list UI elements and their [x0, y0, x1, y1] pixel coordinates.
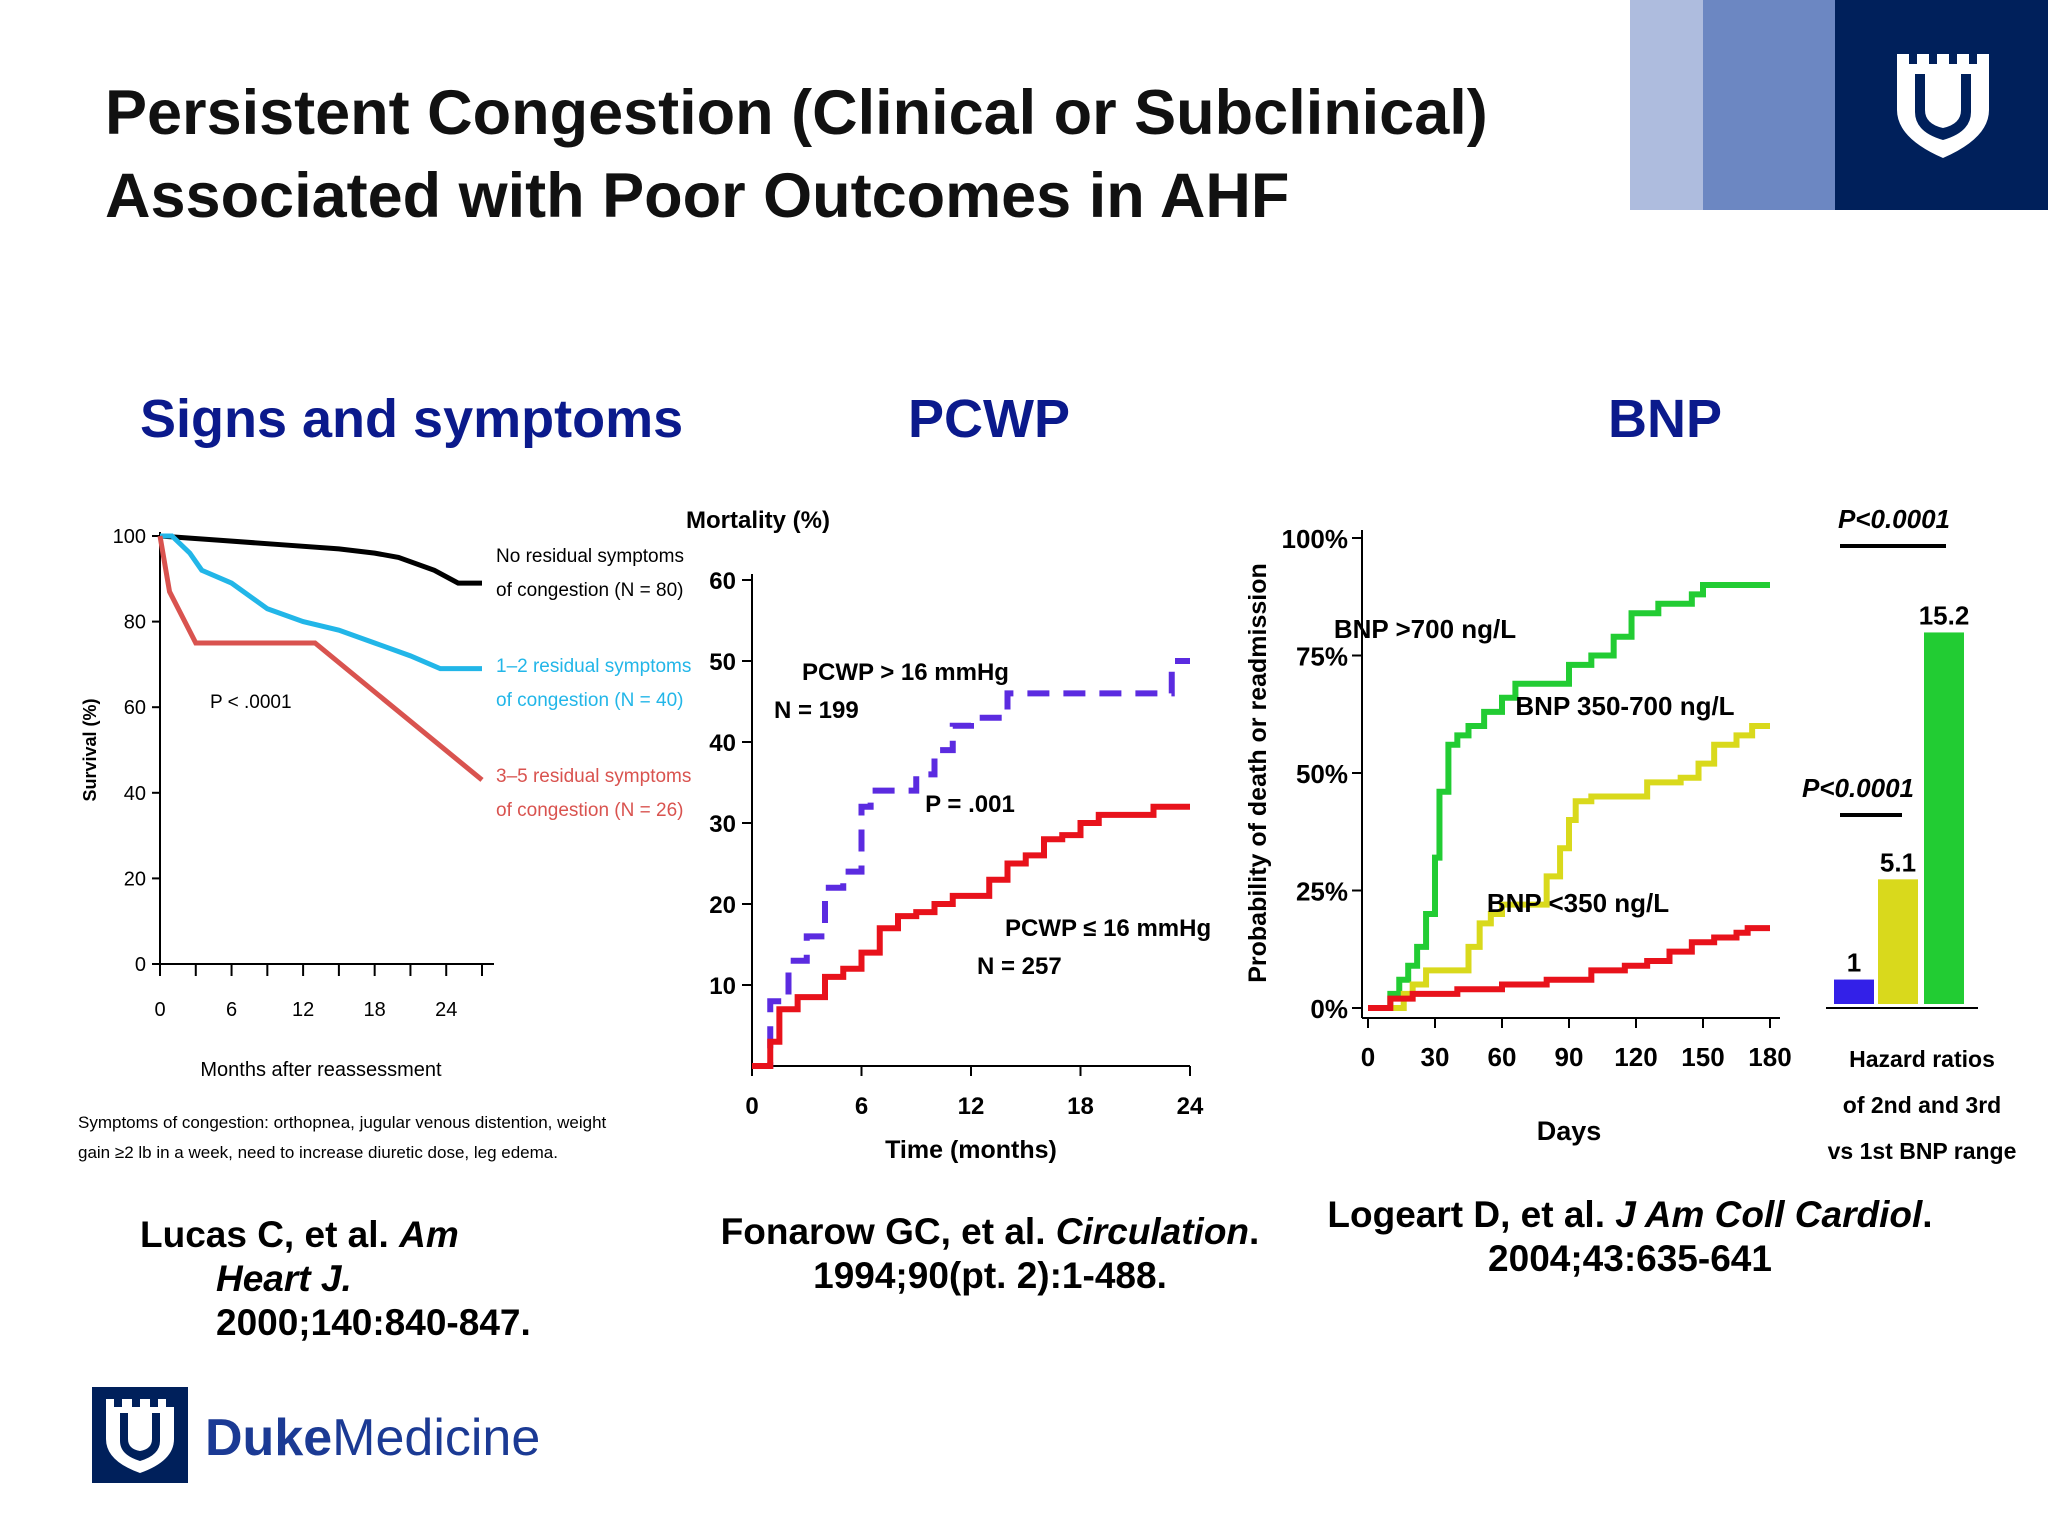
- x-tick-label: 0: [1361, 1042, 1375, 1072]
- y-axis-label: Mortality (%): [686, 507, 830, 534]
- series-label: of congestion (N = 80): [496, 580, 683, 601]
- y-tick-label: 40: [124, 783, 146, 805]
- series-line-3: [157, 535, 484, 782]
- y-tick-label: 75%: [1296, 642, 1348, 672]
- slide-title: Persistent Congestion (Clinical or Subcl…: [105, 72, 1645, 238]
- footnote-line: Symptoms of congestion: orthopnea, jugul…: [78, 1113, 607, 1132]
- series-label: N = 199: [774, 697, 859, 724]
- bnp-outcome-chart: Probability of death or readmission 0% 25%…: [1244, 504, 2017, 1164]
- brand-name: DukeMedicine: [205, 1409, 541, 1467]
- p-value-label: P<0.0001: [1802, 773, 1914, 803]
- x-tick-label: 90: [1555, 1042, 1584, 1072]
- y-tick-label: 50: [709, 649, 736, 676]
- section-header-bnp: BNP: [1608, 389, 1723, 449]
- pcwp-mortality-chart: Mortality (%) 10 20 30 40 50 60 0 6 12 18 24 Time (m…: [686, 507, 1211, 1164]
- header-stripe-light: [1630, 0, 1703, 210]
- series-label: BNP 350-700 ng/L: [1515, 691, 1734, 721]
- duke-shield-icon: [1897, 54, 1989, 158]
- hazard-bar-2nd: [1878, 879, 1918, 1004]
- y-axis-label: Survival (%): [80, 698, 100, 801]
- citation-fonarow: Fonarow GC, et al. Circulation. 1994;90(…: [720, 1211, 1260, 1296]
- citation-lucas: Lucas C, et al. Am Heart J. 2000;140:840…: [140, 1214, 531, 1343]
- y-tick-label: 50%: [1296, 759, 1348, 789]
- hazard-value-label: 15.2: [1919, 600, 1970, 630]
- p-value-label: P<0.0001: [1838, 504, 1950, 534]
- y-tick-label: 0%: [1310, 994, 1348, 1024]
- x-axis-label: Days: [1537, 1116, 1602, 1146]
- x-axis-label: Months after reassessment: [200, 1059, 442, 1081]
- series-line-2: [160, 533, 482, 672]
- series-line-1: [159, 533, 482, 586]
- hazard-caption-line: Hazard ratios: [1849, 1046, 1995, 1072]
- y-tick-label: 100: [113, 526, 146, 548]
- survival-chart: 0 20 40 60 80 100 0 6 12 18 24 Months after reasses…: [78, 526, 691, 1162]
- x-tick-label: 18: [364, 999, 386, 1021]
- x-tick-label: 150: [1681, 1042, 1724, 1072]
- section-header-signs: Signs and symptoms: [140, 389, 684, 449]
- x-axis-label: Time (months): [885, 1136, 1057, 1164]
- hazard-value-label: 1: [1847, 948, 1861, 978]
- series-line-1: [752, 658, 1190, 1069]
- hazard-bar-1st: [1834, 979, 1874, 1004]
- x-tick-label: 0: [745, 1093, 758, 1120]
- x-tick-label: 60: [1488, 1042, 1517, 1072]
- series-label: 3–5 residual symptoms: [496, 766, 691, 787]
- series-label: of congestion (N = 40): [496, 690, 683, 711]
- series-label: N = 257: [977, 953, 1062, 980]
- y-tick-label: 40: [709, 730, 736, 757]
- x-tick-label: 24: [1177, 1093, 1204, 1120]
- footnote-line: gain ≥2 lb in a week, need to increase d…: [78, 1143, 558, 1162]
- p-value-annotation: P < .0001: [210, 692, 292, 713]
- x-tick-label: 6: [226, 999, 237, 1021]
- header-stripe-mid: [1703, 0, 1835, 210]
- y-tick-label: 25%: [1296, 877, 1348, 907]
- x-tick-label: 6: [855, 1093, 868, 1120]
- x-tick-label: 0: [154, 999, 165, 1021]
- x-tick-label: 18: [1067, 1093, 1094, 1120]
- series-line-2: [752, 803, 1190, 1069]
- series-label: 1–2 residual symptoms: [496, 656, 691, 677]
- x-tick-label: 12: [958, 1093, 985, 1120]
- y-tick-label: 0: [135, 954, 146, 976]
- title-line-2: Associated with Poor Outcomes in AHF: [105, 161, 1290, 231]
- y-tick-label: 100%: [1282, 524, 1349, 554]
- x-tick-label: 120: [1614, 1042, 1657, 1072]
- y-tick-label: 80: [124, 612, 146, 634]
- hazard-value-label: 5.1: [1880, 847, 1916, 877]
- series-label: No residual symptoms: [496, 546, 684, 567]
- citation-logeart: Logeart D, et al. J Am Coll Cardiol. 200…: [1327, 1194, 1933, 1279]
- y-tick-label: 30: [709, 811, 736, 838]
- section-header-pcwp: PCWP: [908, 389, 1070, 449]
- series-line-3: [1368, 925, 1770, 1011]
- title-line-1: Persistent Congestion (Clinical or Subcl…: [105, 78, 1488, 148]
- x-tick-label: 30: [1421, 1042, 1450, 1072]
- series-label: BNP <350 ng/L: [1487, 888, 1669, 918]
- hazard-bar-3rd: [1924, 632, 1964, 1004]
- series-label: of congestion (N = 26): [496, 800, 683, 821]
- x-tick-label: 12: [292, 999, 314, 1021]
- y-tick-label: 60: [124, 697, 146, 719]
- series-label: BNP >700 ng/L: [1334, 614, 1516, 644]
- y-tick-label: 10: [709, 973, 736, 1000]
- hazard-caption-line: of 2nd and 3rd: [1843, 1092, 2001, 1118]
- x-tick-label: 24: [435, 999, 457, 1021]
- p-value-annotation: P = .001: [925, 791, 1015, 818]
- series-line-2: [1368, 723, 1770, 1011]
- hazard-caption-line: vs 1st BNP range: [1828, 1138, 2017, 1164]
- series-line-1: [1368, 582, 1770, 1011]
- series-label: PCWP ≤ 16 mmHg: [1005, 915, 1211, 942]
- y-tick-label: 20: [124, 868, 146, 890]
- series-label: PCWP > 16 mmHg: [802, 659, 1009, 686]
- y-tick-label: 20: [709, 892, 736, 919]
- y-tick-label: 60: [709, 568, 736, 595]
- y-axis-label: Probability of death or readmission: [1244, 563, 1272, 983]
- duke-shield-logo-icon: [92, 1387, 188, 1483]
- x-tick-label: 180: [1748, 1042, 1791, 1072]
